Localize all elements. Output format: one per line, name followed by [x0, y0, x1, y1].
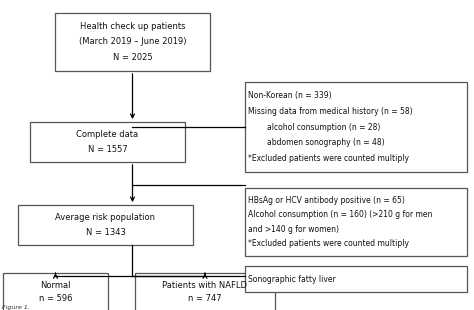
- Text: n = 747: n = 747: [188, 294, 222, 303]
- Text: Non-Korean (n = 339): Non-Korean (n = 339): [248, 91, 332, 100]
- Text: Sonographic fatty liver: Sonographic fatty liver: [248, 274, 336, 284]
- Text: and >140 g for women): and >140 g for women): [248, 224, 339, 233]
- Bar: [3, 273, 108, 310]
- Text: *Excluded patients were counted multiply: *Excluded patients were counted multiply: [248, 153, 409, 162]
- Text: alcohol consumption (n = 28): alcohol consumption (n = 28): [248, 122, 380, 131]
- Text: N = 1343: N = 1343: [86, 228, 126, 237]
- Text: Complete data: Complete data: [76, 131, 138, 140]
- Bar: [30, 122, 185, 162]
- Text: Patients with NAFLD: Patients with NAFLD: [163, 281, 247, 290]
- Text: Alcohol consumption (n = 160) (>210 g for men: Alcohol consumption (n = 160) (>210 g fo…: [248, 210, 432, 219]
- Text: HBsAg or HCV antibody positive (n = 65): HBsAg or HCV antibody positive (n = 65): [248, 196, 405, 205]
- Text: n = 596: n = 596: [39, 294, 72, 303]
- Bar: [245, 188, 467, 256]
- Text: Average risk population: Average risk population: [55, 213, 155, 222]
- Text: Figure 1.: Figure 1.: [2, 305, 30, 310]
- Text: Health check up patients: Health check up patients: [80, 22, 185, 31]
- Bar: [18, 205, 193, 245]
- Bar: [245, 266, 467, 292]
- Text: *Excluded patients were counted multiply: *Excluded patients were counted multiply: [248, 239, 409, 248]
- Bar: [55, 13, 210, 71]
- Bar: [245, 82, 467, 172]
- Text: (March 2019 – June 2019): (March 2019 – June 2019): [79, 38, 186, 46]
- Bar: [135, 273, 275, 310]
- Text: abdomen sonography (n = 48): abdomen sonography (n = 48): [248, 138, 384, 147]
- Text: Missing data from medical history (n = 58): Missing data from medical history (n = 5…: [248, 107, 413, 116]
- Text: Normal: Normal: [40, 281, 71, 290]
- Text: N = 2025: N = 2025: [113, 53, 152, 62]
- Text: N = 1557: N = 1557: [88, 145, 128, 154]
